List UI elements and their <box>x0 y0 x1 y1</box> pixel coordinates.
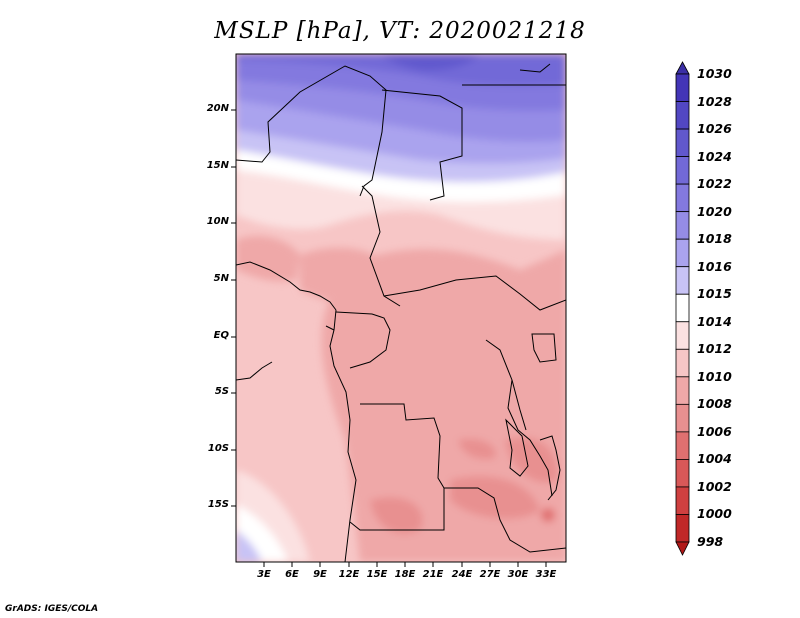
colorbar-swatch <box>675 266 690 295</box>
colorbar-label: 1015 <box>697 286 732 302</box>
lat-label-15s: 15S <box>207 499 229 510</box>
lat-label-5n: 5N <box>213 273 229 284</box>
lon-label-3e: 3E <box>257 569 271 580</box>
colorbar-label: 1022 <box>697 176 732 192</box>
lon-label-33e: 33E <box>535 569 557 580</box>
colorbar-label: 1008 <box>697 396 732 412</box>
colorbar-label: 1000 <box>697 506 732 522</box>
colorbar-label: 1004 <box>697 451 732 467</box>
colorbar-label: 1024 <box>697 148 732 164</box>
colorbar-label: 1020 <box>697 203 732 219</box>
colorbar-label: 1016 <box>697 258 732 274</box>
lon-label-21e: 21E <box>422 569 444 580</box>
lon-label-9e: 9E <box>313 569 327 580</box>
colorbar-label: 1006 <box>697 423 732 439</box>
colorbar-swatch <box>675 376 690 405</box>
lat-label-10n: 10N <box>206 216 229 227</box>
lon-label-18e: 18E <box>394 569 416 580</box>
colorbar-label: 998 <box>697 534 724 549</box>
colorbar-swatch <box>675 403 690 433</box>
colorbar-label: 1018 <box>697 231 732 247</box>
colorbar-swatch <box>675 321 690 350</box>
lon-label-30e: 30E <box>507 569 529 580</box>
chart-title: MSLP [hPa], VT: 2020021218 <box>214 18 586 44</box>
lon-label-27e: 27E <box>479 569 501 580</box>
lat-label-5s: 5S <box>214 386 229 397</box>
colorbar-label: 1012 <box>697 341 732 357</box>
colorbar-swatch <box>675 459 690 488</box>
lat-label-eq: EQ <box>213 330 229 341</box>
colorbar-swatch <box>675 514 690 543</box>
colorbar <box>675 61 690 556</box>
colorbar-label: 1014 <box>697 313 732 329</box>
colorbar-swatch <box>675 238 690 268</box>
colorbar-bottom-triangle <box>675 541 690 556</box>
colorbar-swatch <box>675 431 690 460</box>
lon-label-24e: 24E <box>451 569 473 580</box>
lat-label-10s: 10S <box>207 443 229 454</box>
lon-label-15e: 15E <box>366 569 388 580</box>
pressure-field <box>236 54 566 562</box>
colorbar-swatch <box>675 183 690 213</box>
map-frame <box>235 53 567 563</box>
colorbar-swatch <box>675 128 690 157</box>
colorbar-top-triangle <box>675 61 690 75</box>
colorbar-label: 1030 <box>697 66 732 81</box>
colorbar-label: 1026 <box>697 121 732 137</box>
colorbar-swatch <box>675 348 690 378</box>
colorbar-label: 1010 <box>697 368 732 384</box>
colorbar-label: 1028 <box>697 93 732 109</box>
colorbar-swatch <box>675 156 690 185</box>
lon-label-12e: 12E <box>338 569 360 580</box>
lon-label-6e: 6E <box>285 569 299 580</box>
grads-credit: GrADS: IGES/COLA <box>5 604 99 614</box>
colorbar-swatch <box>675 211 690 240</box>
colorbar-swatch <box>675 293 690 323</box>
lat-label-20n: 20N <box>206 103 229 114</box>
colorbar-swatch <box>675 101 690 130</box>
colorbar-label: 1002 <box>697 478 732 494</box>
colorbar-swatch <box>675 486 690 515</box>
lat-label-15n: 15N <box>206 160 229 171</box>
colorbar-swatch <box>675 73 690 102</box>
coastline-borders <box>236 63 566 562</box>
